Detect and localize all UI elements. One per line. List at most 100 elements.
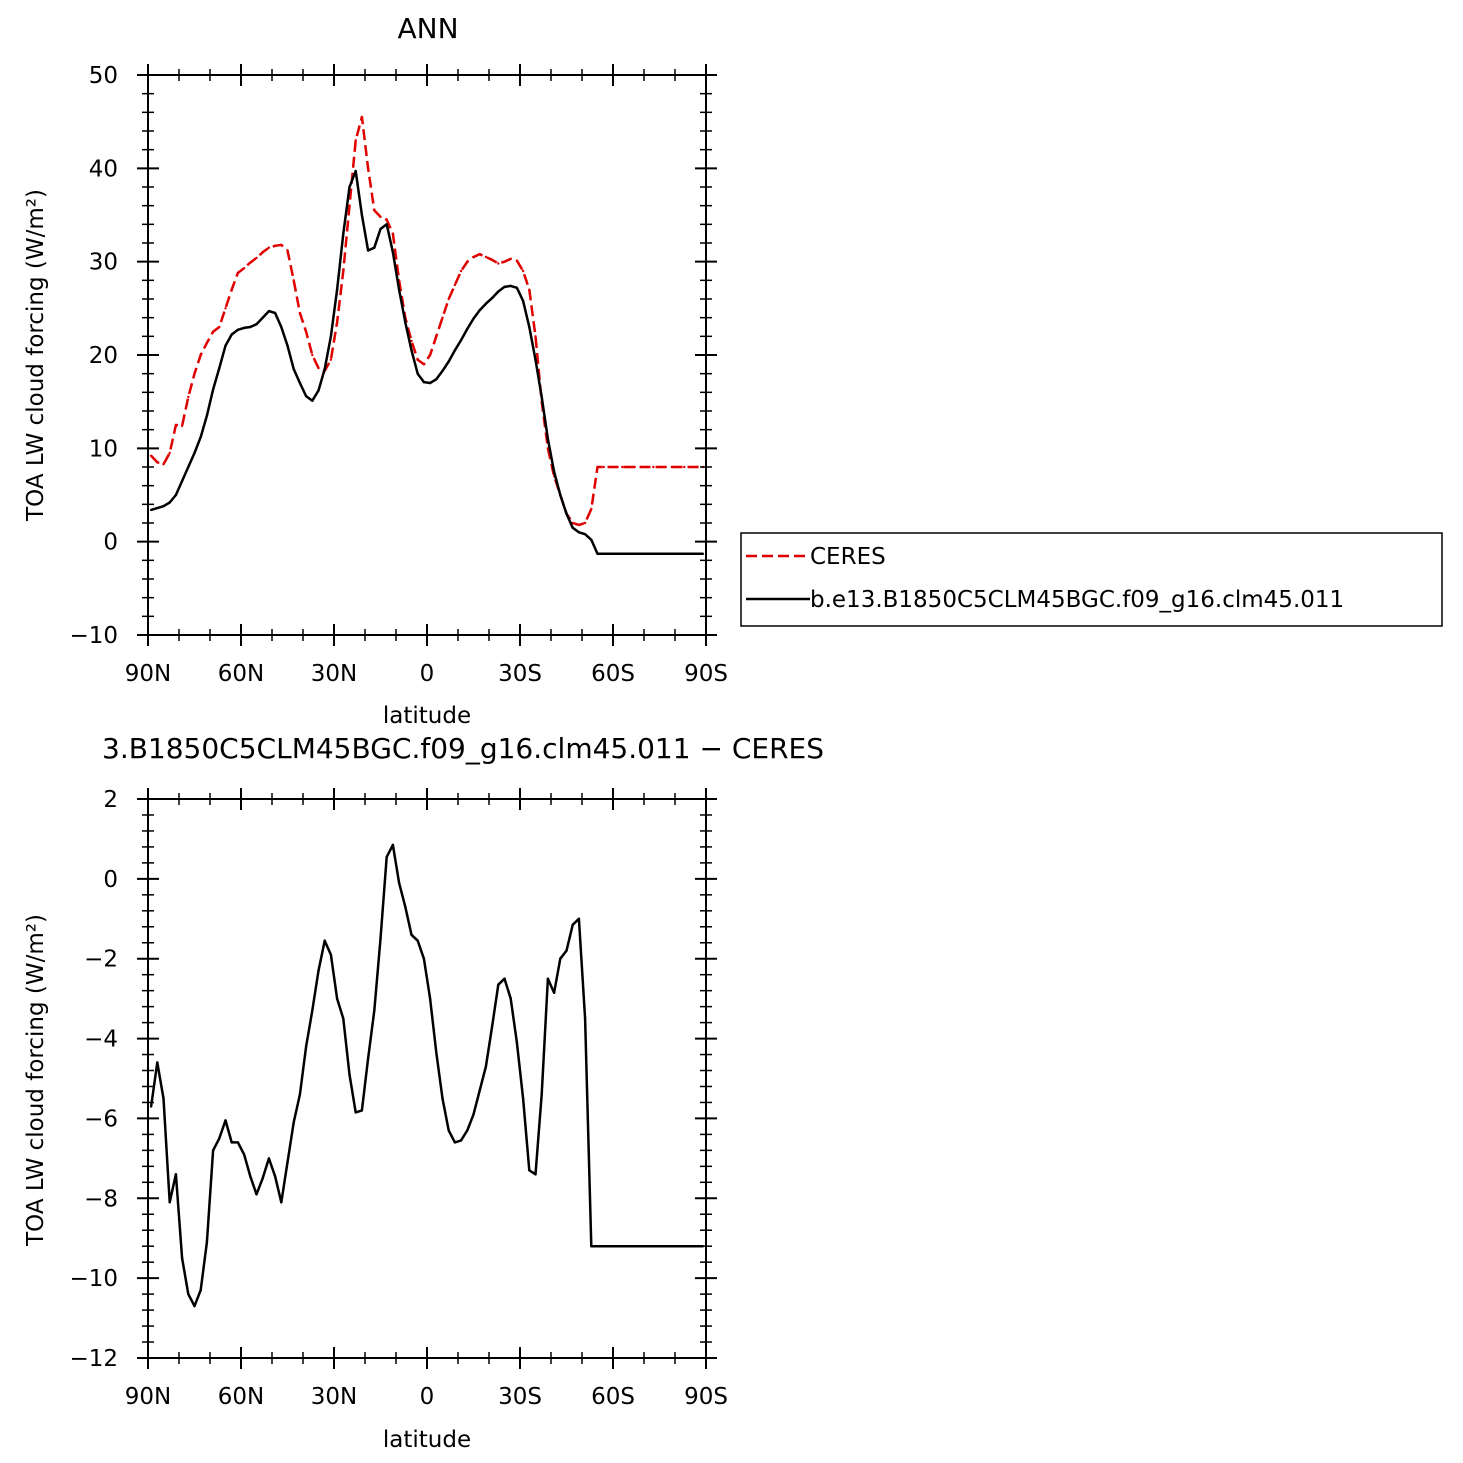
data-point xyxy=(335,321,339,324)
data-point xyxy=(249,325,252,329)
data-point xyxy=(329,335,333,338)
data-point xyxy=(515,286,519,289)
data-point xyxy=(385,218,388,221)
plot-frame xyxy=(147,74,707,636)
data-point xyxy=(534,335,537,338)
data-point xyxy=(658,465,661,469)
data-point xyxy=(639,552,643,555)
y-tick-label: 30 xyxy=(89,250,118,276)
data-point xyxy=(664,1245,667,1248)
data-point xyxy=(509,284,512,288)
data-point xyxy=(689,465,692,469)
series-line-0 xyxy=(149,843,703,1308)
x-tick-label: 60N xyxy=(218,661,264,687)
data-point xyxy=(472,317,475,320)
data-point xyxy=(391,843,395,847)
data-point xyxy=(596,1245,599,1248)
chart-annual-mean: ANN 90N 60N 30N 0 30S 60S 90S −10 0 10 20 30 40 50 la… xyxy=(23,12,1443,729)
y-tick-label: 50 xyxy=(89,63,118,89)
data-point xyxy=(528,288,531,291)
data-point xyxy=(348,1073,351,1076)
data-point xyxy=(174,1173,178,1176)
x-tick-label: 90N xyxy=(125,1384,171,1410)
data-point xyxy=(224,1119,227,1122)
data-point xyxy=(416,358,419,361)
data-point xyxy=(435,1051,438,1054)
data-point xyxy=(577,531,581,534)
data-point xyxy=(391,251,395,254)
data-point xyxy=(249,1175,252,1178)
y-tick-label: 0 xyxy=(103,530,118,556)
chart-marks xyxy=(149,115,705,556)
data-point xyxy=(453,349,457,352)
data-point xyxy=(422,380,426,384)
data-point xyxy=(354,139,357,142)
data-point xyxy=(559,957,562,960)
data-point xyxy=(304,394,308,398)
data-point xyxy=(590,538,593,541)
data-point xyxy=(373,246,376,249)
data-point xyxy=(497,983,500,986)
data-point xyxy=(218,1137,221,1140)
data-point xyxy=(193,372,196,375)
data-point xyxy=(633,1245,636,1248)
axis-ticks: 90N 60N 30N 0 30S 60S 90S −10 0 10 20 30 40 50 xyxy=(69,63,727,687)
data-point xyxy=(571,526,574,529)
legend-box xyxy=(740,532,1443,627)
data-point xyxy=(490,1025,494,1028)
data-point xyxy=(695,1245,698,1248)
y-axis-label: TOA LW cloud forcing (W/m²) xyxy=(23,189,49,522)
data-point xyxy=(304,1045,308,1048)
data-point xyxy=(366,1057,370,1060)
data-point xyxy=(602,1245,605,1248)
data-point xyxy=(490,296,494,300)
data-point xyxy=(348,204,351,207)
data-point xyxy=(242,267,246,270)
y-tick-label: −6 xyxy=(84,1106,118,1132)
data-point xyxy=(577,523,581,527)
data-point xyxy=(428,353,432,357)
data-point xyxy=(366,249,370,252)
y-tick-label: 0 xyxy=(103,867,118,893)
data-point xyxy=(187,465,190,469)
data-point xyxy=(701,552,705,555)
data-point xyxy=(317,389,320,392)
data-point xyxy=(391,232,395,235)
data-point xyxy=(435,335,438,338)
data-point xyxy=(354,169,357,173)
data-point xyxy=(242,1153,246,1156)
data-point xyxy=(608,552,612,555)
y-tick-label: −8 xyxy=(84,1186,118,1212)
data-point xyxy=(410,339,413,343)
data-point xyxy=(614,552,618,555)
data-point xyxy=(521,299,525,303)
data-point xyxy=(478,309,481,312)
data-point xyxy=(211,388,215,391)
data-point xyxy=(664,465,667,469)
data-point xyxy=(342,1017,345,1020)
data-point xyxy=(515,1041,519,1044)
data-point xyxy=(273,244,277,247)
y-tick-label: −4 xyxy=(84,1027,118,1053)
data-point xyxy=(676,1245,680,1248)
data-point xyxy=(676,552,680,555)
data-point xyxy=(528,1169,531,1172)
data-point xyxy=(521,1097,525,1100)
data-point xyxy=(453,1141,457,1144)
chart-title: ANN xyxy=(397,12,458,45)
data-point xyxy=(180,479,184,483)
data-point xyxy=(497,290,500,293)
data-point xyxy=(614,1245,618,1248)
data-point xyxy=(652,1245,655,1248)
data-point xyxy=(484,1065,488,1068)
data-point xyxy=(292,279,295,282)
data-point xyxy=(230,288,233,291)
data-point xyxy=(583,1017,587,1020)
data-point xyxy=(342,232,345,235)
data-point xyxy=(503,285,506,289)
data-point xyxy=(583,533,587,536)
data-point xyxy=(236,328,240,331)
x-tick-label: 60N xyxy=(218,1384,264,1410)
data-point xyxy=(218,366,221,370)
data-point xyxy=(373,209,376,212)
